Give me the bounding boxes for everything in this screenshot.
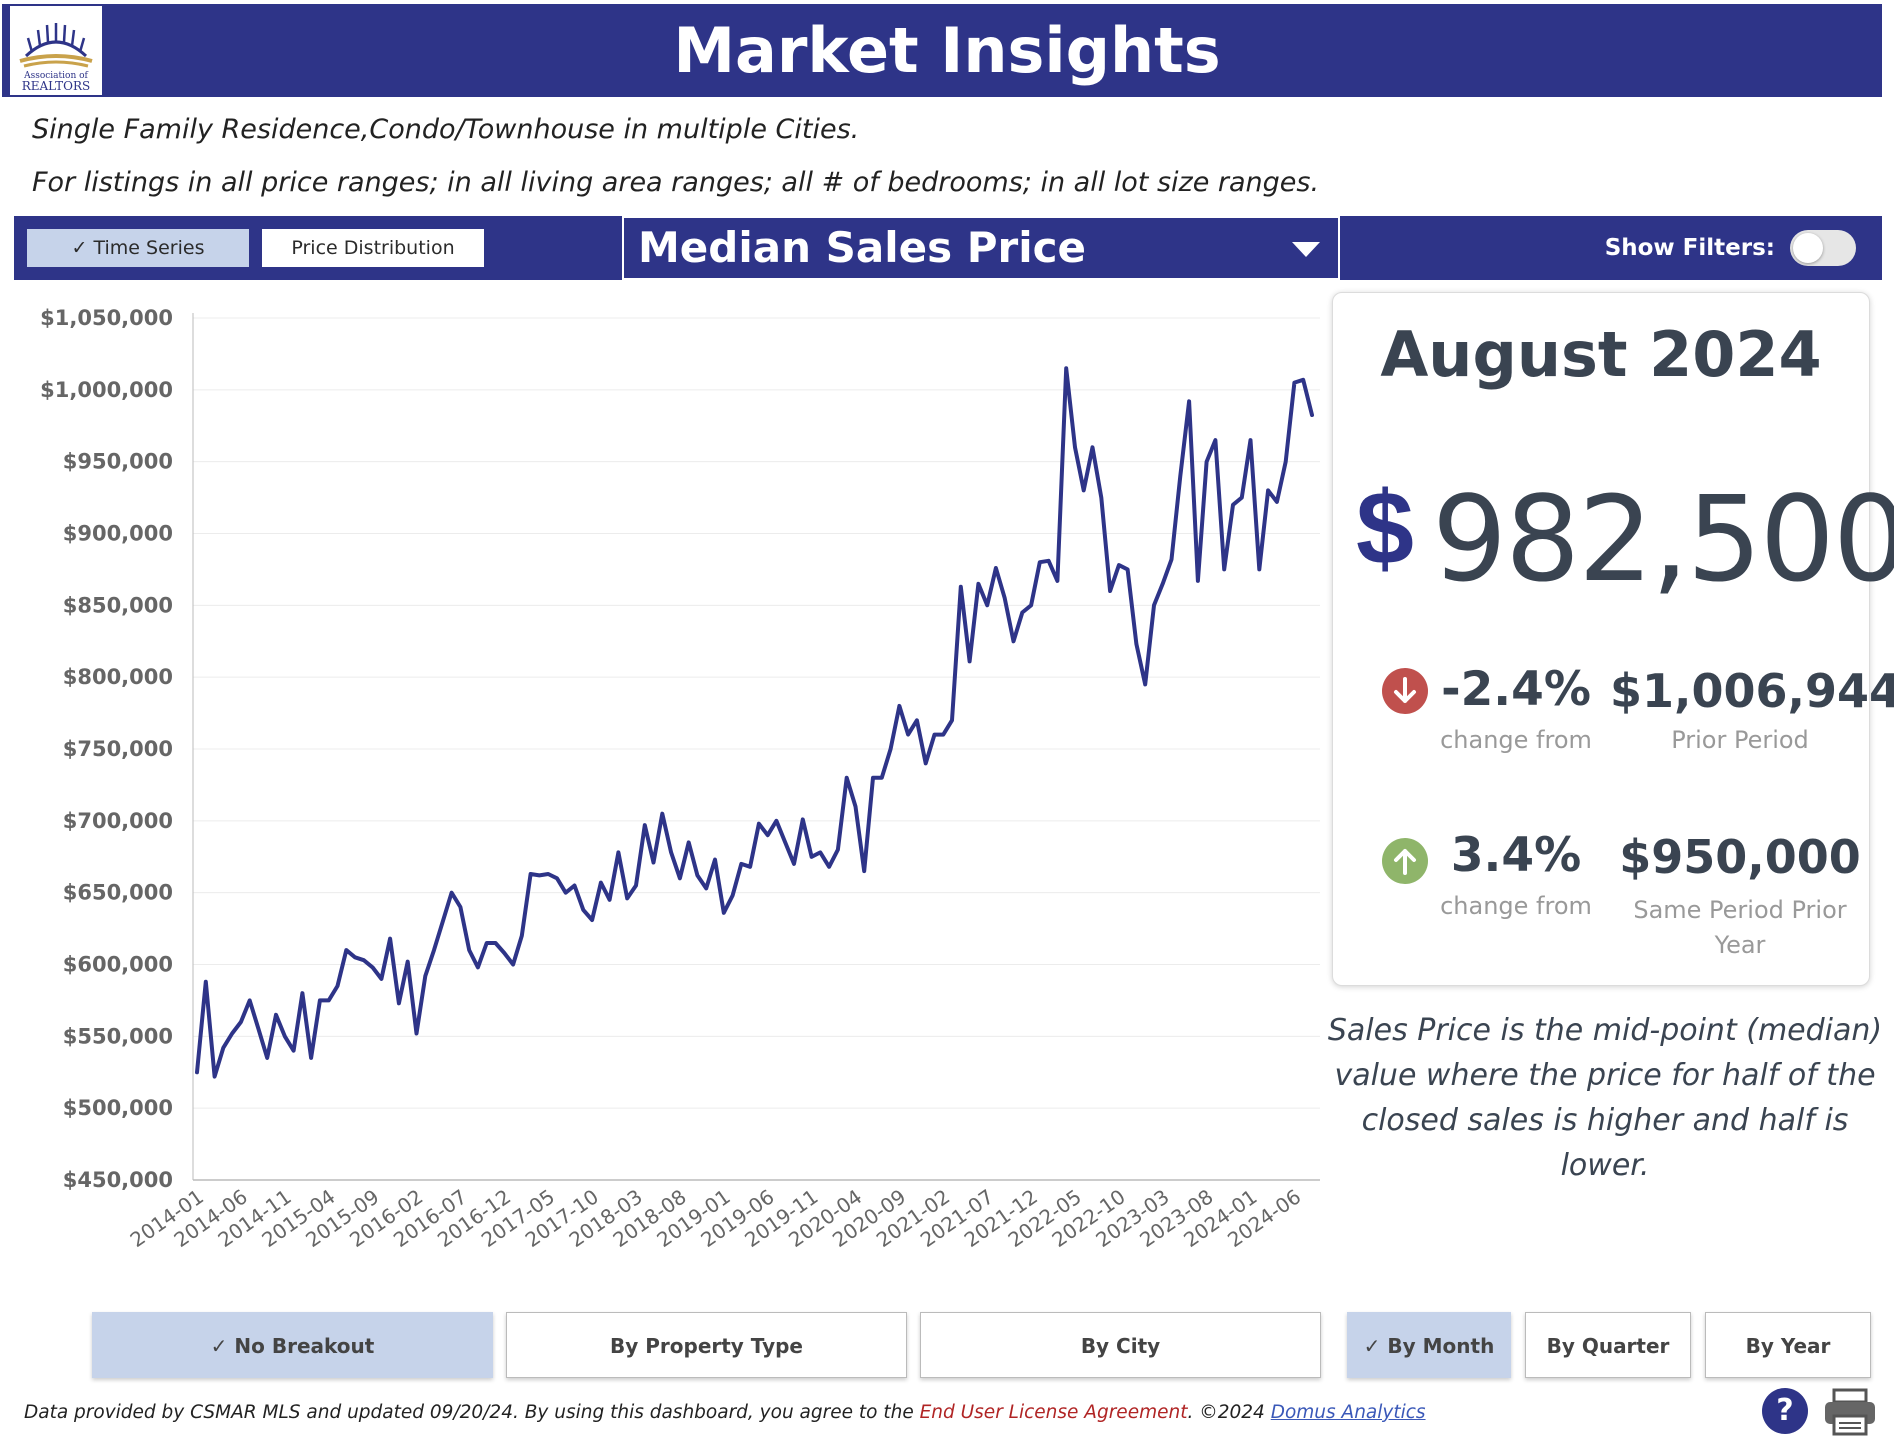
toggle-knob — [1793, 233, 1823, 263]
prior-period-pct: -2.4% — [1441, 662, 1591, 717]
footer-text: Data provided by CSMAR MLS and updated 0… — [24, 1402, 1426, 1423]
y-tick-label: $450,000 — [63, 1168, 173, 1192]
time-series-label: Time Series — [93, 237, 205, 259]
y-tick-label: $650,000 — [63, 881, 173, 905]
prior-year-change-label: change from — [1440, 892, 1592, 920]
y-tick-label: $850,000 — [63, 593, 173, 617]
y-tick-label: $900,000 — [63, 522, 173, 546]
y-tick-label: $550,000 — [63, 1024, 173, 1048]
measure-dropdown[interactable]: Median Sales Price — [622, 216, 1340, 280]
y-tick-label: $600,000 — [63, 953, 173, 977]
y-tick-label: $1,000,000 — [40, 378, 173, 402]
time-series-button[interactable]: ✓ Time Series — [27, 229, 249, 267]
prior-period-change-label: change from — [1440, 726, 1592, 754]
y-tick-label: $950,000 — [63, 450, 173, 474]
x-axis: 2014-012014-062014-112015-042015-092016-… — [126, 1179, 1320, 1252]
price-distribution-button[interactable]: Price Distribution — [262, 229, 484, 267]
median-price-line — [195, 366, 1314, 1079]
prior-period-value: $1,006,944 — [1610, 664, 1894, 718]
realtors-logo: Association of REALTORS — [8, 4, 104, 97]
by-quarter-button[interactable]: By Quarter — [1525, 1312, 1691, 1378]
kpi-period: August 2024 — [1380, 318, 1822, 391]
check-icon: ✓ — [210, 1334, 235, 1358]
by-property-type-button[interactable]: By Property Type — [506, 1312, 907, 1378]
subtitle-filters: For listings in all price ranges; in all… — [32, 167, 1320, 198]
y-tick-label: $750,000 — [63, 737, 173, 761]
by-month-label: By Month — [1387, 1334, 1495, 1358]
prior-year-value: $950,000 — [1619, 830, 1861, 884]
kpi-main-value: 982,500 — [1432, 470, 1894, 608]
dollar-sign: $ — [1356, 471, 1414, 587]
y-axis: $450,000 $500,000 $550,000 $600,000 $650,000… — [40, 306, 194, 1192]
y-tick-label: $1,050,000 — [40, 306, 173, 330]
arrow-up-icon — [1382, 838, 1428, 884]
eula-link[interactable]: End User License Agreement — [919, 1402, 1188, 1423]
prior-year-pct: 3.4% — [1450, 828, 1582, 883]
median-price-chart: $450,000 $500,000 $550,000 $600,000 $650,000… — [40, 306, 1320, 1252]
by-month-button[interactable]: ✓ By Month — [1347, 1312, 1511, 1378]
by-city-button[interactable]: By City — [920, 1312, 1321, 1378]
y-tick-label: $500,000 — [63, 1096, 173, 1120]
show-filters-label: Show Filters: — [1604, 235, 1775, 261]
prior-period-label: Prior Period — [1671, 726, 1809, 754]
arrow-down-icon — [1382, 668, 1428, 714]
show-filters-toggle[interactable] — [1790, 230, 1856, 266]
no-breakout-button[interactable]: ✓ No Breakout — [92, 1312, 493, 1378]
check-icon: ✓ — [71, 237, 94, 259]
y-tick-label: $700,000 — [63, 809, 173, 833]
metric-definition: Sales Price is the mid-point (median) va… — [1327, 1013, 1883, 1183]
by-year-button[interactable]: By Year — [1705, 1312, 1871, 1378]
no-breakout-label: No Breakout — [234, 1334, 375, 1358]
check-icon: ✓ — [1363, 1334, 1388, 1358]
prior-year-label: Same Period Prior Year — [1633, 896, 1847, 959]
footer-text-middle: . ©2024 — [1187, 1402, 1271, 1423]
logo-emblem-icon: Association of REALTORS — [19, 23, 93, 93]
subtitle-property-types: Single Family Residence,Condo/Townhouse … — [32, 114, 860, 145]
print-icon[interactable] — [1822, 1388, 1878, 1438]
y-tick-label: $800,000 — [63, 665, 173, 689]
help-button[interactable]: ? — [1762, 1388, 1808, 1434]
measure-dropdown-value: Median Sales Price — [638, 223, 1086, 272]
logo-text-line1: Association of — [23, 71, 88, 81]
header-bar — [2, 4, 1882, 97]
logo-text-line2: REALTORS — [22, 79, 91, 93]
domus-analytics-link[interactable]: Domus Analytics — [1270, 1402, 1426, 1423]
caret-down-icon — [1292, 242, 1320, 257]
footer-text-before: Data provided by CSMAR MLS and updated 0… — [24, 1402, 920, 1423]
grid-lines — [193, 317, 1320, 1181]
page-title: Market Insights — [673, 14, 1221, 87]
